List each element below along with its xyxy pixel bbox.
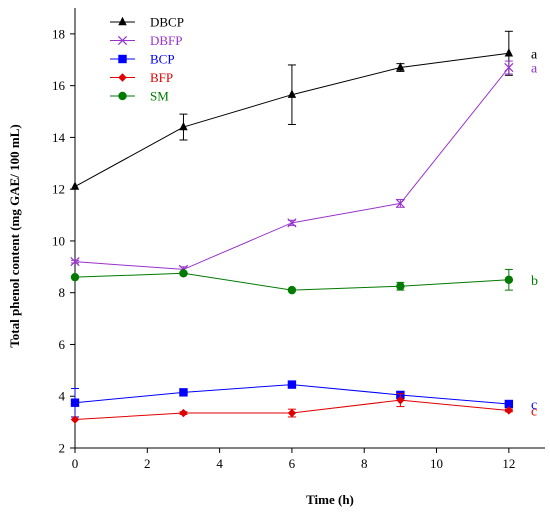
legend-label: DBCP — [150, 15, 184, 30]
legend-item-bcp: BCP — [110, 52, 175, 67]
significance-letter: c — [531, 398, 537, 413]
data-point — [179, 408, 188, 418]
marker-stroke — [395, 198, 406, 209]
y-tick-label: 14 — [52, 130, 66, 145]
significance-letter: b — [531, 274, 538, 289]
data-point — [396, 282, 405, 291]
y-tick-label: 12 — [52, 182, 65, 197]
y-axis-title: Total phenol content (mg GAE/ 100 mL) — [7, 124, 22, 347]
y-tick-label: 16 — [52, 78, 66, 93]
data-point — [504, 399, 514, 409]
data-point — [70, 398, 80, 407]
legend-label: BFP — [150, 70, 173, 85]
x-tick-label: 12 — [502, 456, 515, 471]
y-tick-label: 4 — [59, 389, 66, 404]
legend-item-sm: SM — [110, 89, 169, 104]
data-point — [70, 272, 80, 282]
legend-label: SM — [150, 89, 169, 104]
marker-stroke — [504, 62, 514, 73]
legend: DBCP DBFP BCP BFP SM — [110, 15, 184, 104]
data-point — [70, 415, 80, 424]
data-point — [287, 408, 297, 418]
series-sm: b — [70, 268, 538, 295]
data-point — [70, 257, 80, 267]
legend-marker — [118, 91, 127, 101]
data-point — [395, 198, 406, 209]
legend-marker — [118, 73, 127, 82]
legend-item-dbcp: DBCP — [110, 15, 184, 30]
y-tick-label: 18 — [52, 26, 65, 41]
data-point — [504, 406, 514, 415]
legend-item-dbfp: DBFP — [110, 33, 183, 48]
data-point — [504, 62, 514, 73]
data-point — [396, 62, 405, 71]
x-tick-label: 4 — [216, 456, 223, 471]
marker-stroke — [287, 218, 297, 228]
data-point — [504, 48, 514, 57]
legend-marker — [117, 35, 128, 46]
data-point — [287, 380, 297, 389]
data-point — [287, 285, 297, 295]
legend-label: DBFP — [150, 33, 183, 48]
x-tick-label: 10 — [430, 456, 443, 471]
data-point — [287, 218, 297, 228]
legend-label: BCP — [150, 52, 175, 67]
data-point — [179, 121, 188, 131]
significance-letter: a — [531, 62, 538, 77]
y-tick-label: 10 — [52, 233, 65, 248]
data-point — [504, 275, 514, 284]
series-dbcp: a — [70, 30, 538, 190]
marker-stroke — [70, 257, 80, 267]
y-tick-label: 2 — [59, 441, 66, 456]
y-tick-label: 6 — [59, 337, 66, 352]
data-point — [70, 181, 80, 190]
data-point — [179, 388, 188, 397]
data-point — [287, 89, 297, 98]
significance-letter: a — [531, 47, 538, 62]
marker-stroke — [117, 35, 128, 46]
series-dbfp: a — [70, 60, 538, 275]
legend-item-bfp: BFP — [110, 70, 173, 85]
y-tick-label: 8 — [59, 285, 66, 300]
x-tick-label: 6 — [289, 456, 296, 471]
series-bfp: c — [70, 393, 537, 424]
legend-marker — [118, 16, 127, 26]
legend-marker — [118, 54, 127, 64]
series-layer: aa cc b — [70, 30, 538, 424]
data-point — [396, 395, 405, 405]
x-tick-label: 8 — [361, 456, 368, 471]
x-tick-label: 0 — [72, 456, 79, 471]
x-tick-label: 2 — [144, 456, 151, 471]
x-axis-title: Time (h) — [306, 492, 354, 507]
significance-letter: c — [531, 404, 537, 419]
data-point — [179, 269, 188, 278]
